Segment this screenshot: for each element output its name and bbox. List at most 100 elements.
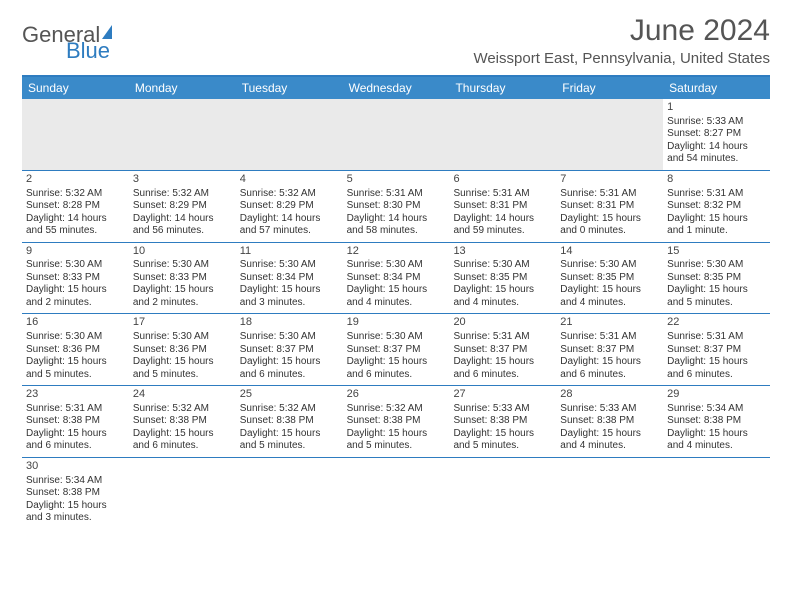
day-number: 8 — [667, 173, 766, 188]
sunrise-text: Sunrise: 5:30 AM — [667, 259, 766, 272]
logo-text-blue: Blue — [66, 38, 110, 64]
sunrise-text: Sunrise: 5:31 AM — [560, 188, 659, 201]
day-cell: 24Sunrise: 5:32 AMSunset: 8:38 PMDayligh… — [129, 386, 236, 457]
sunrise-text: Sunrise: 5:33 AM — [453, 403, 552, 416]
sunrise-text: Sunrise: 5:32 AM — [347, 403, 446, 416]
daylight-text: Daylight: 15 hours and 6 minutes. — [240, 356, 339, 381]
sunset-text: Sunset: 8:38 PM — [667, 415, 766, 428]
calendar-weeks: 1Sunrise: 5:33 AMSunset: 8:27 PMDaylight… — [22, 99, 770, 529]
day-cell-empty — [663, 458, 770, 529]
day-number: 29 — [667, 388, 766, 403]
day-number: 23 — [26, 388, 125, 403]
daylight-text: Daylight: 14 hours and 57 minutes. — [240, 213, 339, 238]
daylight-text: Daylight: 15 hours and 1 minute. — [667, 213, 766, 238]
day-cell: 29Sunrise: 5:34 AMSunset: 8:38 PMDayligh… — [663, 386, 770, 457]
day-cell: 4Sunrise: 5:32 AMSunset: 8:29 PMDaylight… — [236, 171, 343, 242]
sunrise-text: Sunrise: 5:30 AM — [347, 331, 446, 344]
month-title: June 2024 — [473, 14, 770, 48]
day-number: 4 — [240, 173, 339, 188]
sunrise-text: Sunrise: 5:31 AM — [453, 188, 552, 201]
sunset-text: Sunset: 8:34 PM — [240, 272, 339, 285]
sunrise-text: Sunrise: 5:31 AM — [453, 331, 552, 344]
daylight-text: Daylight: 15 hours and 5 minutes. — [133, 356, 232, 381]
day-number: 24 — [133, 388, 232, 403]
daylight-text: Daylight: 15 hours and 6 minutes. — [26, 428, 125, 453]
sunrise-text: Sunrise: 5:30 AM — [240, 259, 339, 272]
day-cell: 12Sunrise: 5:30 AMSunset: 8:34 PMDayligh… — [343, 243, 450, 314]
sunrise-text: Sunrise: 5:30 AM — [347, 259, 446, 272]
day-cell-empty — [556, 458, 663, 529]
dow-saturday: Saturday — [663, 77, 770, 99]
day-cell-empty — [22, 99, 129, 170]
day-cell: 28Sunrise: 5:33 AMSunset: 8:38 PMDayligh… — [556, 386, 663, 457]
sunrise-text: Sunrise: 5:34 AM — [26, 475, 125, 488]
day-cell: 9Sunrise: 5:30 AMSunset: 8:33 PMDaylight… — [22, 243, 129, 314]
day-cell: 6Sunrise: 5:31 AMSunset: 8:31 PMDaylight… — [449, 171, 556, 242]
week-row: 16 Sunrise: 5:30 AM Sunset: 8:36 PM Dayligh… — [22, 314, 770, 386]
daylight-text: Daylight: 14 hours and 56 minutes. — [133, 213, 232, 238]
daylight-text: Daylight: 14 hours and 59 minutes. — [453, 213, 552, 238]
day-cell: 14Sunrise: 5:30 AMSunset: 8:35 PMDayligh… — [556, 243, 663, 314]
sunset-text: Sunset: 8:31 PM — [453, 200, 552, 213]
dow-tuesday: Tuesday — [236, 77, 343, 99]
day-number: 10 — [133, 245, 232, 260]
daylight-text: Daylight: 15 hours and 2 minutes. — [26, 284, 125, 309]
sunset-text: Sunset: 8:37 PM — [453, 344, 552, 357]
sunrise-text: Sunrise: 5:32 AM — [133, 403, 232, 416]
sunrise-text: Sunrise: 5:32 AM — [240, 403, 339, 416]
sunrise-text: Sunrise: 5:30 AM — [560, 259, 659, 272]
daylight-text: Daylight: 15 hours and 5 minutes. — [347, 428, 446, 453]
sunset-text: Sunset: 8:38 PM — [26, 415, 125, 428]
day-number: 20 — [453, 316, 552, 331]
sunset-text: Sunset: 8:38 PM — [560, 415, 659, 428]
day-cell: 11Sunrise: 5:30 AMSunset: 8:34 PMDayligh… — [236, 243, 343, 314]
day-number: 27 — [453, 388, 552, 403]
dow-wednesday: Wednesday — [343, 77, 450, 99]
day-cell: 15Sunrise: 5:30 AMSunset: 8:35 PMDayligh… — [663, 243, 770, 314]
daylight-text: Daylight: 14 hours and 55 minutes. — [26, 213, 125, 238]
day-number: 16 — [26, 316, 125, 331]
daylight-text: Daylight: 15 hours and 3 minutes. — [26, 500, 125, 525]
day-number: 14 — [560, 245, 659, 260]
week-row: 9Sunrise: 5:30 AMSunset: 8:33 PMDaylight… — [22, 243, 770, 315]
dow-thursday: Thursday — [449, 77, 556, 99]
daylight-text: Daylight: 15 hours and 0 minutes. — [560, 213, 659, 238]
day-cell: 17Sunrise: 5:30 AMSunset: 8:36 PMDayligh… — [129, 314, 236, 385]
sunset-text: Sunset: 8:38 PM — [26, 487, 125, 500]
sunset-text: Sunset: 8:35 PM — [667, 272, 766, 285]
sunrise-text: Sunrise: 5:32 AM — [240, 188, 339, 201]
day-cell: 20Sunrise: 5:31 AMSunset: 8:37 PMDayligh… — [449, 314, 556, 385]
day-cell: 10Sunrise: 5:30 AMSunset: 8:33 PMDayligh… — [129, 243, 236, 314]
day-cell-empty — [449, 458, 556, 529]
sunrise-text: Sunrise: 5:30 AM — [133, 331, 232, 344]
sunrise-text: Sunrise: 5:33 AM — [667, 116, 766, 129]
daylight-text: Daylight: 15 hours and 4 minutes. — [667, 428, 766, 453]
sunset-text: Sunset: 8:38 PM — [133, 415, 232, 428]
day-number: 28 — [560, 388, 659, 403]
logo-triangle-icon — [102, 25, 112, 39]
day-cell: 2Sunrise: 5:32 AMSunset: 8:28 PMDaylight… — [22, 171, 129, 242]
daylight-text: Daylight: 15 hours and 6 minutes. — [347, 356, 446, 381]
sunset-text: Sunset: 8:32 PM — [667, 200, 766, 213]
sunrise-text: Sunrise: 5:31 AM — [560, 331, 659, 344]
daylight-text: Daylight: 15 hours and 4 minutes. — [560, 284, 659, 309]
day-cell: 5Sunrise: 5:31 AMSunset: 8:30 PMDaylight… — [343, 171, 450, 242]
sunset-text: Sunset: 8:30 PM — [347, 200, 446, 213]
day-number: 3 — [133, 173, 232, 188]
sunset-text: Sunset: 8:38 PM — [453, 415, 552, 428]
day-cell: 25Sunrise: 5:32 AMSunset: 8:38 PMDayligh… — [236, 386, 343, 457]
day-number: 25 — [240, 388, 339, 403]
daylight-text: Daylight: 15 hours and 6 minutes. — [453, 356, 552, 381]
sunset-text: Sunset: 8:36 PM — [26, 344, 125, 357]
daylight-text: Daylight: 15 hours and 6 minutes. — [667, 356, 766, 381]
day-cell: 8Sunrise: 5:31 AMSunset: 8:32 PMDaylight… — [663, 171, 770, 242]
sunset-text: Sunset: 8:33 PM — [26, 272, 125, 285]
sunrise-text: Sunrise: 5:31 AM — [347, 188, 446, 201]
sunset-text: Sunset: 8:38 PM — [240, 415, 339, 428]
day-cell: 13Sunrise: 5:30 AMSunset: 8:35 PMDayligh… — [449, 243, 556, 314]
day-number: 2 — [26, 173, 125, 188]
day-number: 22 — [667, 316, 766, 331]
day-cell-empty — [556, 99, 663, 170]
day-cell: 26Sunrise: 5:32 AMSunset: 8:38 PMDayligh… — [343, 386, 450, 457]
sunset-text: Sunset: 8:37 PM — [667, 344, 766, 357]
